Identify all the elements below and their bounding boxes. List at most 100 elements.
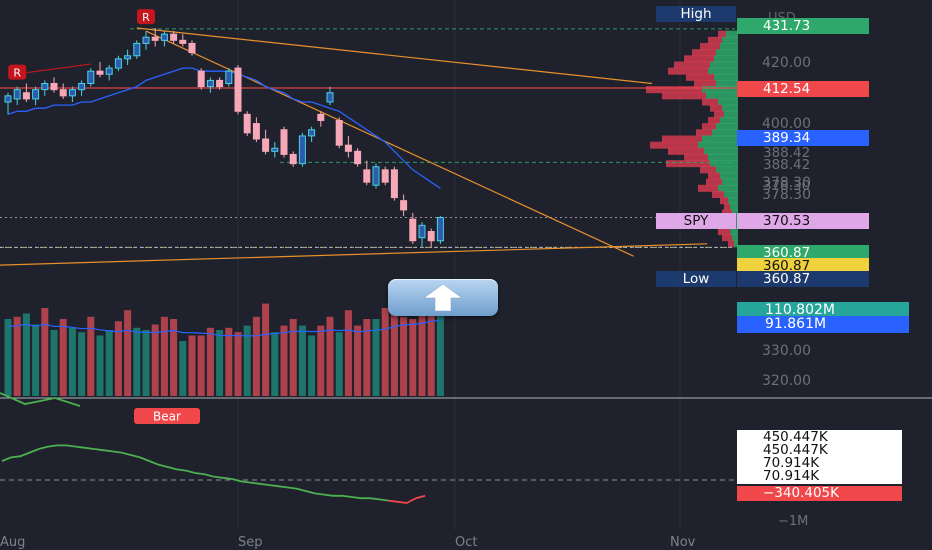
volume-bar-42 — [390, 297, 398, 396]
volume-bar-11 — [105, 330, 113, 396]
profile-up-27 — [728, 197, 738, 205]
up-arrow-icon — [423, 283, 463, 312]
candle-body-1 — [13, 89, 21, 100]
signal-connector — [27, 63, 91, 74]
candle-body-32 — [298, 135, 306, 165]
candle-body-31 — [289, 153, 297, 165]
candle-body-9 — [87, 70, 95, 84]
volume-bar-7 — [68, 327, 76, 396]
profile-down-27 — [720, 197, 728, 205]
candle-body-15 — [142, 36, 150, 44]
price-tag-4: 388.42 — [763, 157, 811, 173]
profile-up-0 — [726, 30, 738, 38]
time-axis: Aug Sep Oct Nov — [0, 535, 696, 550]
time-label-0: Aug — [0, 535, 25, 550]
candle-body-8 — [78, 83, 86, 91]
price-tag-8: 360.87 — [737, 258, 869, 274]
signal-r-label-0: R — [13, 67, 21, 80]
profile-down-32 — [718, 228, 730, 235]
volume-bar-34 — [317, 325, 325, 396]
profile-up-24 — [722, 178, 738, 186]
time-label-3: Nov — [670, 535, 696, 550]
profile-up-5 — [710, 61, 738, 69]
profile-up-8 — [716, 80, 738, 87]
volume-bar-41 — [381, 308, 389, 396]
profile-up-3 — [716, 49, 738, 57]
profile-down-26 — [712, 191, 724, 198]
candle-body-26 — [243, 113, 251, 134]
volume-bar-27 — [252, 316, 260, 396]
indicator-tag-0: 450.447K — [737, 430, 902, 445]
volume-bar-35 — [326, 316, 334, 396]
price-tag-7: 360.87 — [737, 245, 869, 261]
profile-down-11 — [702, 98, 718, 106]
profile-up-11 — [718, 98, 738, 106]
candle-body-27 — [252, 123, 260, 140]
profile-up-18 — [698, 141, 738, 149]
candle-body-37 — [344, 144, 352, 152]
price-tag-label-6: SPY — [656, 213, 736, 229]
volume-bar-22 — [206, 327, 214, 396]
volume-bars — [4, 297, 444, 396]
volume-ma-line — [7, 319, 441, 337]
price-tag-2: 389.34 — [737, 130, 869, 146]
volume-bar-16 — [151, 324, 159, 396]
candle-body-19 — [179, 39, 187, 44]
profile-down-22 — [700, 166, 716, 174]
time-label-1: Sep — [238, 535, 263, 550]
price-tick-6: 320.00 — [762, 373, 811, 389]
candle-body-6 — [59, 89, 67, 97]
candle-body-16 — [151, 36, 159, 41]
price-tag-6: 370.53 — [737, 213, 869, 229]
volume-bar-12 — [114, 321, 122, 396]
profile-down-14 — [708, 117, 720, 124]
profile-down-15 — [702, 123, 716, 131]
price-tick-0: 420.00 — [762, 55, 811, 71]
volume-tag-1: 91.861M — [737, 316, 909, 333]
candle-body-40 — [372, 166, 380, 186]
trendline-1 — [145, 30, 634, 257]
profile-down-2 — [700, 43, 720, 50]
indicator-line-red — [388, 494, 426, 504]
profile-down-16 — [696, 129, 712, 137]
price-tick-3: 378.30 — [762, 175, 811, 191]
candle-body-14 — [133, 42, 141, 57]
trendlines — [0, 27, 708, 266]
profile-down-33 — [722, 234, 732, 242]
ma-line — [7, 67, 441, 189]
profile-down-28 — [724, 203, 730, 211]
indicator-tag-1: 450.447K — [737, 443, 902, 458]
candle-body-10 — [96, 70, 104, 75]
profile-down-18 — [650, 141, 698, 149]
profile-down-1 — [708, 36, 722, 44]
volume-bar-4 — [41, 308, 49, 396]
candle-body-33 — [308, 129, 316, 137]
profile-down-4 — [684, 55, 714, 63]
price-tag-5: 378.30 — [763, 178, 811, 194]
price-tick-5: 330.00 — [762, 343, 811, 359]
volume-bar-13 — [124, 310, 132, 396]
signal-bear-label-2: Bear — [153, 410, 181, 424]
volume-bar-30 — [280, 325, 288, 396]
profile-down-19 — [668, 147, 704, 155]
candle-body-4 — [41, 83, 49, 91]
profile-down-12 — [710, 104, 722, 112]
signal-r-0 — [8, 64, 27, 80]
candle-body-46 — [427, 231, 435, 242]
up-arrow-button[interactable] — [388, 279, 498, 316]
volume-bar-10 — [96, 335, 104, 396]
candle-body-42 — [390, 169, 398, 199]
profile-up-15 — [716, 123, 738, 131]
volume-bar-0 — [4, 319, 12, 396]
volume-bar-25 — [234, 332, 242, 396]
volume-tag-0: 110.802M — [737, 302, 909, 319]
profile-up-9 — [702, 86, 738, 94]
candle-body-21 — [197, 70, 205, 88]
profile-down-17 — [662, 135, 702, 143]
candle-body-44 — [409, 218, 417, 242]
profile-down-21 — [666, 160, 710, 168]
profile-up-7 — [714, 73, 738, 81]
indicator-start — [0, 392, 81, 407]
candle-body-39 — [363, 169, 371, 183]
